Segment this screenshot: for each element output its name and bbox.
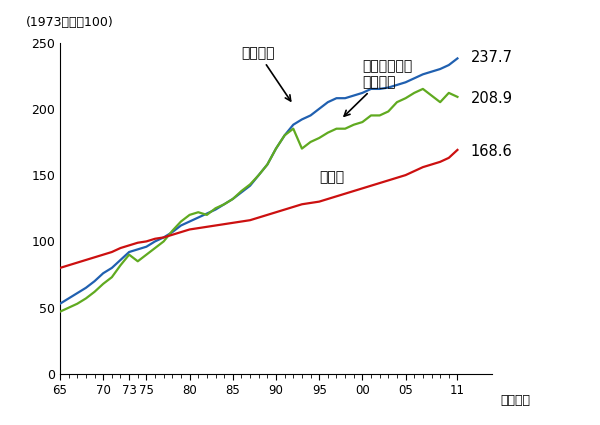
Text: 家庭用エネル
ギー消費: 家庭用エネル ギー消費 [344, 59, 413, 116]
Text: 208.9: 208.9 [470, 91, 512, 106]
Text: (1973年度＝100): (1973年度＝100) [25, 16, 113, 29]
Text: 個人消費: 個人消費 [241, 46, 290, 101]
Text: 世帯数: 世帯数 [319, 170, 344, 184]
Text: 237.7: 237.7 [470, 50, 512, 65]
Text: （年度）: （年度） [500, 394, 530, 407]
Text: 168.6: 168.6 [470, 144, 512, 159]
